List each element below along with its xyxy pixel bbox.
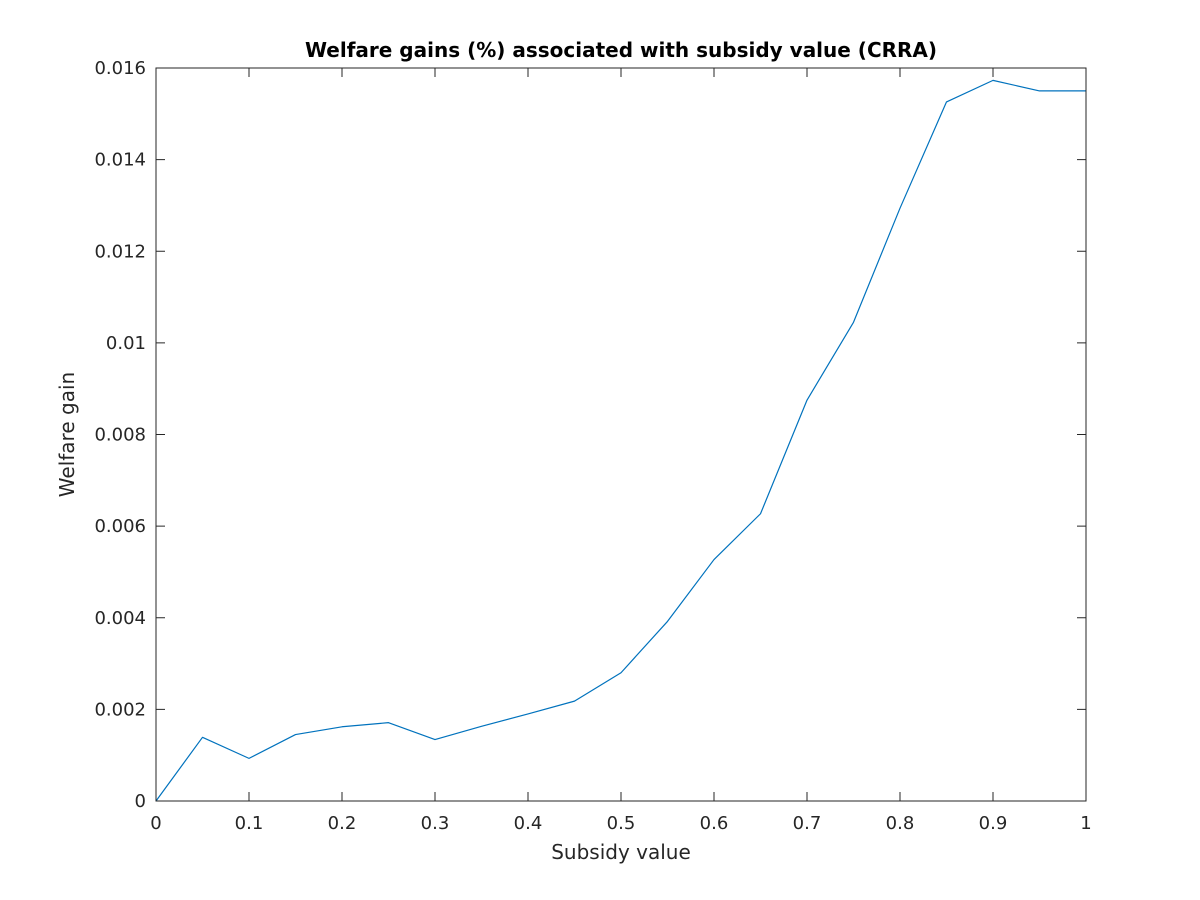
x-axis-label: Subsidy value <box>551 840 691 864</box>
plot-area <box>156 68 1086 801</box>
x-tick-label: 0.1 <box>235 813 264 834</box>
y-tick-label: 0 <box>135 791 146 812</box>
y-tick-label: 0.008 <box>94 425 146 446</box>
x-tick-label: 0.7 <box>793 813 822 834</box>
chart-title: Welfare gains (%) associated with subsid… <box>305 38 937 62</box>
x-tick-label: 0.2 <box>328 813 357 834</box>
y-tick-label: 0.006 <box>94 516 146 537</box>
x-tick-label: 0.3 <box>421 813 450 834</box>
ticks-layer: 0 0.1 0.2 0.3 0.4 0.5 0.6 0.7 0.8 0.9 1 0 0.002 0.004… <box>94 58 1091 834</box>
x-tick-label: 1 <box>1080 813 1091 834</box>
y-tick-label: 0.01 <box>106 333 146 354</box>
y-axis-label: Welfare gain <box>55 372 79 497</box>
x-tick-label: 0.4 <box>514 813 543 834</box>
y-tick-label: 0.016 <box>94 58 146 79</box>
x-tick-label: 0.6 <box>700 813 729 834</box>
y-tick-label: 0.004 <box>94 608 146 629</box>
series-layer <box>155 79 1086 802</box>
x-tick-label: 0 <box>150 813 161 834</box>
y-tick-label: 0.014 <box>94 150 146 171</box>
x-tick-label: 0.8 <box>886 813 915 834</box>
y-tick-label: 0.012 <box>94 241 146 262</box>
y-tick-label: 0.002 <box>94 699 146 720</box>
x-tick-label: 0.5 <box>607 813 636 834</box>
x-tick-label: 0.9 <box>979 813 1008 834</box>
plot-frame <box>155 67 1087 802</box>
series-line-0 <box>155 79 1086 802</box>
